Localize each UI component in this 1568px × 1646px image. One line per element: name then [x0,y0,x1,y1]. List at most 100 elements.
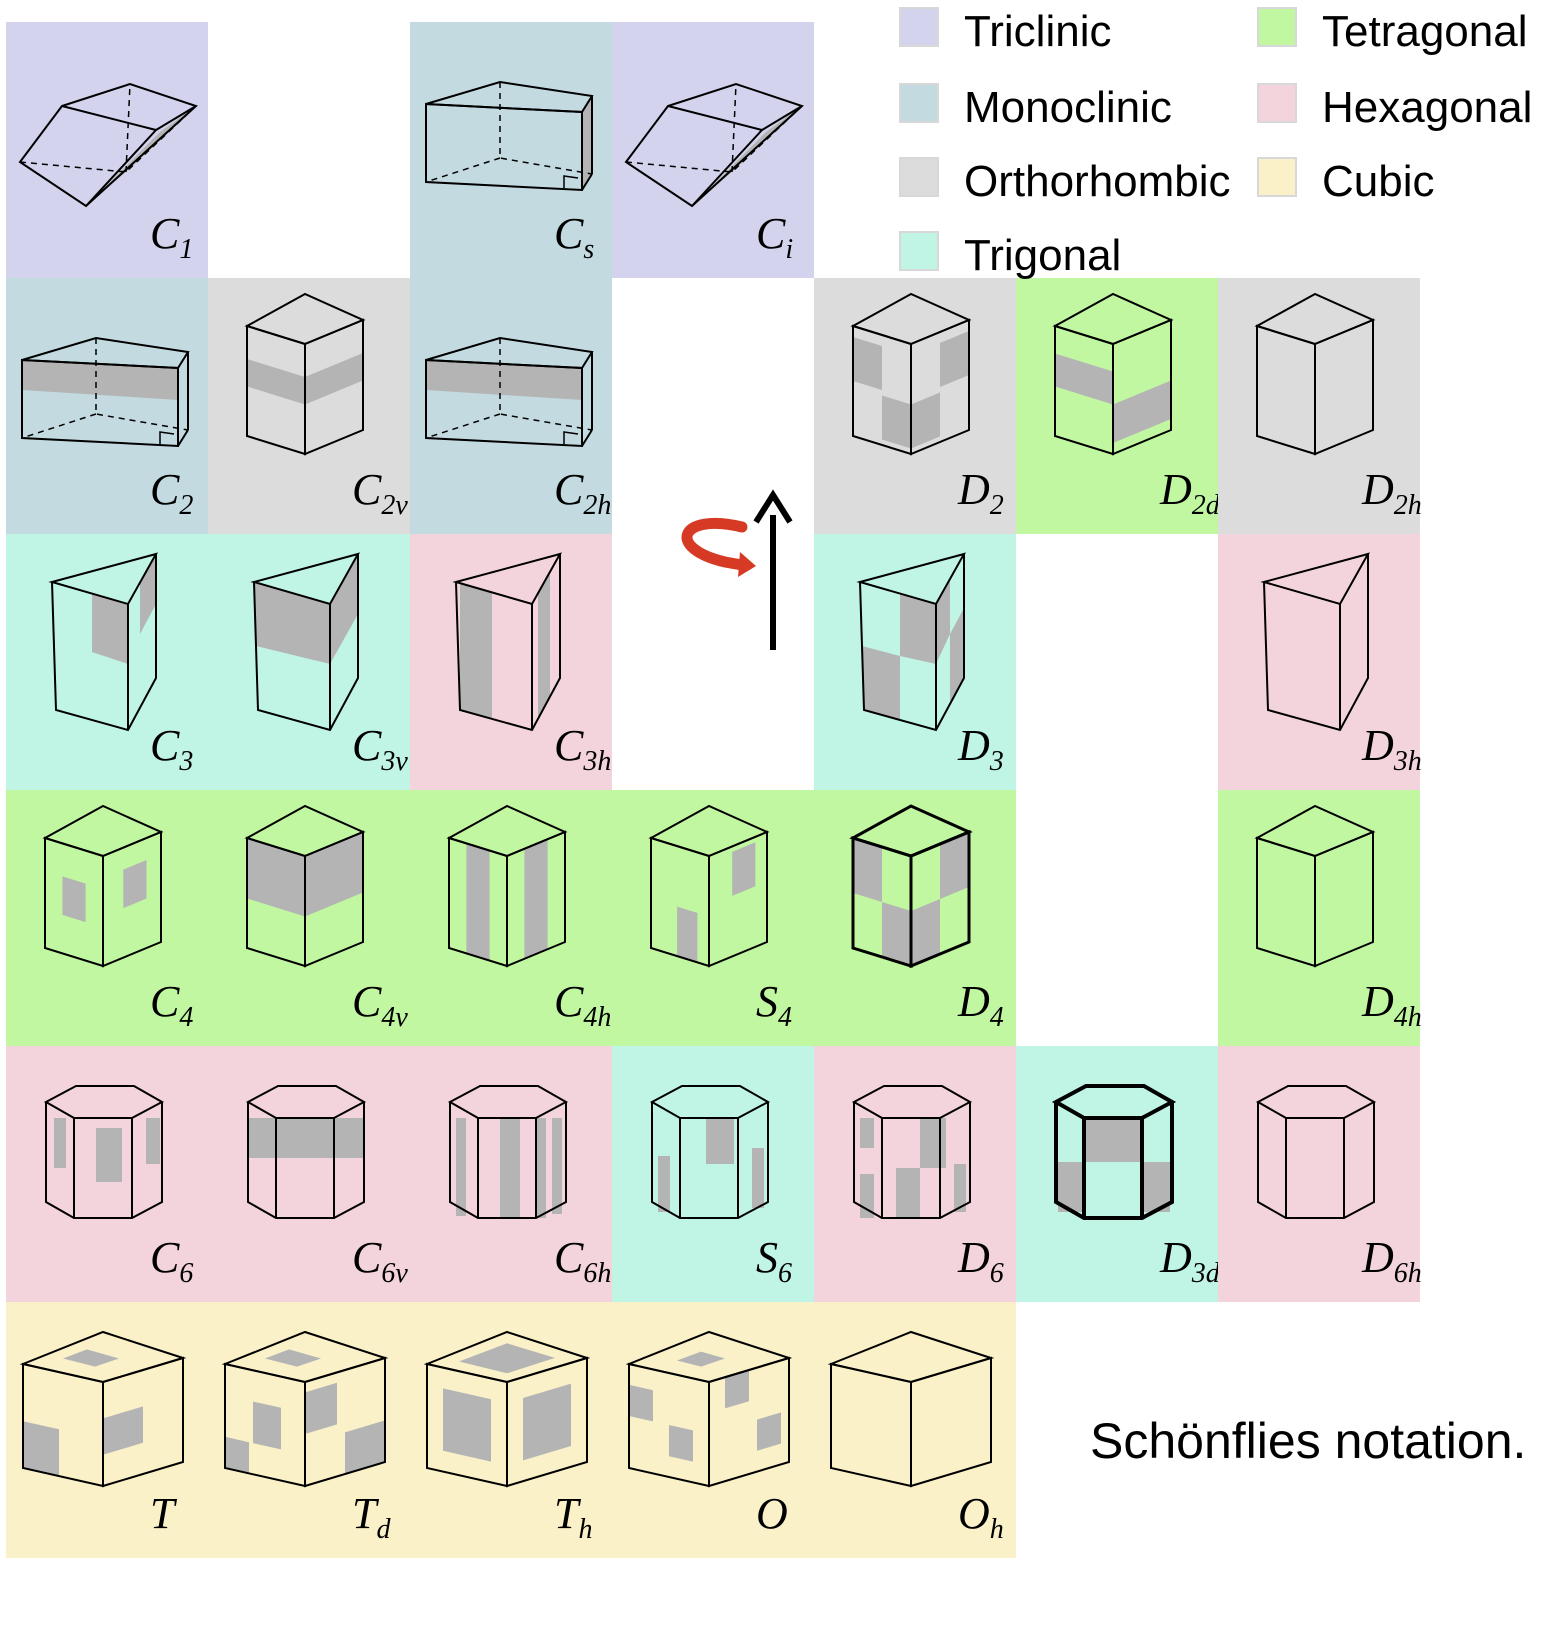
group-label-main: C [756,209,786,258]
shaded-region [456,1118,466,1216]
rhomb-edges [667,105,803,207]
top-edge [423,1330,591,1384]
group-label: D4h [1361,977,1422,1033]
shaded-region [146,1118,160,1164]
shaded-region [225,1436,249,1474]
cell-c1: C1 [6,22,208,278]
cell-background [612,22,814,278]
group-label-main: D [1361,465,1394,514]
shaded-region [853,838,882,902]
top-edge [221,1330,389,1384]
shaded-region [305,832,363,917]
group-label-sub: 4h [583,1002,611,1033]
group-label-sub: 3 [989,746,1004,777]
legend-label: Monoclinic [964,83,1172,132]
shaded-region [63,1349,119,1367]
cell-c3v: C3v [208,534,410,790]
group-label-sub: 4 [179,1002,193,1033]
shaded-region [911,899,940,966]
group-label-main: C [150,721,180,770]
cell-d2: D2 [814,278,1016,534]
cell-c4h: C4h [410,790,612,1046]
shaded-region [443,1388,491,1462]
cell-oh: Oh [814,1302,1016,1558]
legend-item: Monoclinic [899,83,1172,132]
shaded-region [538,574,550,720]
cell-background [1016,1046,1218,1302]
shaded-region [658,1156,670,1212]
group-label-main: C [554,209,584,258]
cell-background [6,790,208,1046]
legend-swatch [1257,7,1297,47]
prism-edges [455,554,561,732]
group-label-main: T [150,1489,178,1538]
cell-background [612,1046,814,1302]
shaded-region [103,1406,143,1455]
shaded-region [123,860,147,909]
cell-background [410,22,612,278]
shaded-region [940,331,969,387]
cell-background [410,534,612,790]
shaded-region [954,1164,966,1212]
cell-background [6,534,208,790]
group-label: C3 [150,721,193,777]
shaded-region [459,1343,555,1374]
group-label-main: T [352,1489,380,1538]
group-label: S4 [756,977,792,1033]
group-label: Oh [958,1489,1004,1545]
shaded-region [247,359,305,405]
cell-background [410,278,612,534]
legend: Triclinic Monoclinic Orthorhombic Trigonal T… [899,7,1532,280]
group-label-main: C [352,465,382,514]
box-edge [581,429,593,447]
group-label-main: D [1159,465,1192,514]
shaded-region [460,584,492,718]
cell-ci: Ci [612,22,814,278]
cell-background [208,1046,410,1302]
top-edge [446,804,568,858]
group-label: D3 [957,721,1004,777]
top-edge [1254,804,1376,858]
hex-edges [1257,1102,1375,1219]
group-label-sub: d [376,1514,391,1545]
box-edge [177,429,189,447]
group-label: S6 [756,1233,792,1289]
shaded-region [629,1384,653,1422]
rotation-curl-arrowhead-icon [738,552,756,577]
top-edge [648,804,770,858]
shaded-region [725,1370,749,1409]
top-edge [827,1330,995,1384]
shaded-region [254,554,358,664]
cell-background [208,534,410,790]
group-label: Ci [756,209,793,265]
cell-td: Td [208,1302,410,1558]
right-angle-mark [563,175,579,188]
hex-edges [853,1102,971,1219]
group-label: C4 [150,977,193,1033]
shaded-region [882,902,911,966]
group-label-sub: 3d [1191,1258,1221,1289]
cell-c2: C2 [6,278,208,534]
legend-item: Orthorhombic [899,157,1231,206]
group-label: D3d [1159,1233,1221,1289]
group-label-main: D [957,977,990,1026]
hex-edges [247,1102,365,1219]
group-label: D4 [957,977,1004,1033]
shaded-region [936,580,950,664]
legend-label: Hexagonal [1322,83,1532,132]
group-label-sub: 1 [179,234,193,265]
shaded-region [860,1118,874,1148]
prism-top [856,552,967,606]
group-label: C6h [554,1233,611,1289]
top-edge [244,804,366,858]
shaded-region [706,1118,734,1164]
shaded-region [523,1383,571,1461]
shaded-region [757,1412,781,1451]
group-label-sub: 4 [778,1002,792,1033]
legend-label: Trigonal [964,231,1121,280]
box-edge [581,173,593,191]
shaded-region [752,1148,764,1208]
rotation-curl-icon [681,517,748,571]
group-label-sub: 2d [1192,490,1221,521]
group-label-main: D [957,465,990,514]
